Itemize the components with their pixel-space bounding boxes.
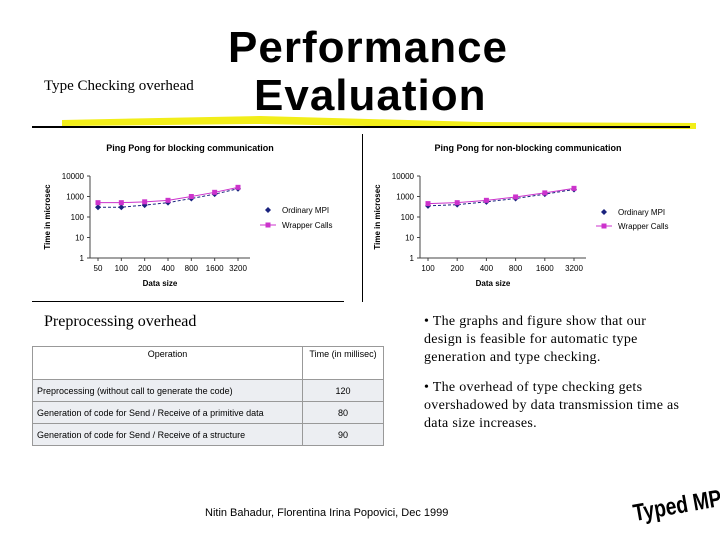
x-axis-label: Data size xyxy=(143,279,178,288)
x-tick-label: 1600 xyxy=(536,264,554,273)
data-point-wrapper-calls xyxy=(165,197,171,203)
table-cell-operation: Preprocessing (without call to generate … xyxy=(32,379,303,402)
data-point-wrapper-calls xyxy=(188,194,194,199)
preprocessing-heading: Preprocessing overhead xyxy=(44,313,197,330)
x-tick-label: 3200 xyxy=(565,264,583,273)
slide-title-line1: Performance xyxy=(228,23,509,72)
legend-label-wrapper-calls: Wrapper Calls xyxy=(618,222,669,231)
y-tick-label: 1000 xyxy=(396,193,414,202)
x-tick-label: 200 xyxy=(451,264,465,273)
data-point-wrapper-calls xyxy=(235,184,241,190)
table-cell-time: 120 xyxy=(302,379,384,402)
chart-blocking: Ping Pong for blocking communication 1000… xyxy=(43,143,333,288)
x-tick-label: 800 xyxy=(509,264,523,273)
legend-marker-ordinary-mpi xyxy=(265,207,271,213)
y-tick-label: 10000 xyxy=(62,172,85,181)
data-point-ordinary-mpi xyxy=(95,204,101,211)
legend-marker-wrapper-calls xyxy=(601,223,607,229)
y-tick-label: 100 xyxy=(71,213,85,222)
series-line-ordinary-mpi xyxy=(427,188,575,207)
y-tick-label: 100 xyxy=(401,213,415,222)
y-tick-label: 1000 xyxy=(66,193,84,202)
slide-title-line2: Evaluation xyxy=(254,71,487,120)
table-cell-time: 80 xyxy=(302,401,384,424)
type-checking-heading: Type Checking overhead xyxy=(44,78,194,94)
legend-marker-ordinary-mpi xyxy=(601,209,607,215)
chart1-bottom-rule xyxy=(32,301,344,302)
y-tick-label: 1 xyxy=(410,254,415,263)
legend-marker-wrapper-calls xyxy=(265,222,271,228)
chart-title: Ping Pong for non-blocking communication xyxy=(435,143,622,153)
table-row: Generation of code for Send / Receive of… xyxy=(32,401,384,424)
data-point-wrapper-calls xyxy=(425,201,431,207)
data-point-ordinary-mpi xyxy=(118,204,125,211)
y-tick-label: 10 xyxy=(405,234,414,243)
series-line-wrapper-calls xyxy=(427,187,575,205)
table-cell-operation: Generation of code for Send / Receive of… xyxy=(32,401,303,424)
data-point-wrapper-calls xyxy=(542,190,548,196)
overhead-table: Operation Time (in millisec) Preprocessi… xyxy=(32,346,384,446)
chart-panel-blocking: Ping Pong for blocking communication 1000… xyxy=(32,134,344,302)
bullet-overhead: • The overhead of type checking gets ove… xyxy=(424,380,680,431)
legend-label-ordinary-mpi: Ordinary MPI xyxy=(618,208,665,217)
table-header-operation: Operation xyxy=(32,346,303,380)
x-tick-label: 400 xyxy=(161,264,175,273)
data-point-wrapper-calls xyxy=(142,199,148,205)
x-axis-label: Data size xyxy=(476,279,511,288)
x-tick-label: 100 xyxy=(421,264,435,273)
data-point-wrapper-calls xyxy=(571,185,577,191)
title-highlight-stroke xyxy=(62,116,696,129)
y-tick-label: 10 xyxy=(75,234,84,243)
x-tick-label: 100 xyxy=(115,264,129,273)
data-point-wrapper-calls xyxy=(95,200,101,206)
data-point-wrapper-calls xyxy=(513,194,519,200)
x-tick-label: 3200 xyxy=(229,264,247,273)
x-tick-label: 50 xyxy=(94,264,103,273)
typed-mpi-logo: Typed MPI xyxy=(631,484,720,528)
chart-nonblocking: Ping Pong for non-blocking communication… xyxy=(373,143,669,288)
x-tick-label: 1600 xyxy=(206,264,224,273)
bullet-feasibility: • The graphs and figure show that our de… xyxy=(424,314,647,365)
table-cell-operation: Generation of code for Send / Receive of… xyxy=(32,423,303,446)
chart2-left-rule xyxy=(362,134,363,302)
x-tick-label: 400 xyxy=(480,264,494,273)
data-point-wrapper-calls xyxy=(454,200,460,206)
data-point-wrapper-calls xyxy=(118,200,124,206)
y-axis-label: Time in microsec xyxy=(43,184,52,250)
data-point-wrapper-calls xyxy=(212,189,218,195)
y-axis-label: Time in microsec xyxy=(373,184,382,250)
data-point-wrapper-calls xyxy=(483,197,489,203)
chart-panel-nonblocking: Ping Pong for non-blocking communication… xyxy=(364,134,690,302)
y-tick-label: 10000 xyxy=(392,172,415,181)
legend-label-wrapper-calls: Wrapper Calls xyxy=(282,221,333,230)
title-underline xyxy=(32,126,690,128)
chart-title: Ping Pong for blocking communication xyxy=(106,143,274,153)
y-tick-label: 1 xyxy=(80,254,85,263)
legend-label-ordinary-mpi: Ordinary MPI xyxy=(282,206,329,215)
table-header-time: Time (in millisec) xyxy=(302,346,384,380)
table-row: Generation of code for Send / Receive of… xyxy=(32,423,384,446)
table-row: Preprocessing (without call to generate … xyxy=(32,379,384,402)
x-tick-label: 800 xyxy=(185,264,199,273)
table-cell-time: 90 xyxy=(302,423,384,446)
x-tick-label: 200 xyxy=(138,264,152,273)
footer-authors: Nitin Bahadur, Florentina Irina Popovici… xyxy=(205,507,449,519)
